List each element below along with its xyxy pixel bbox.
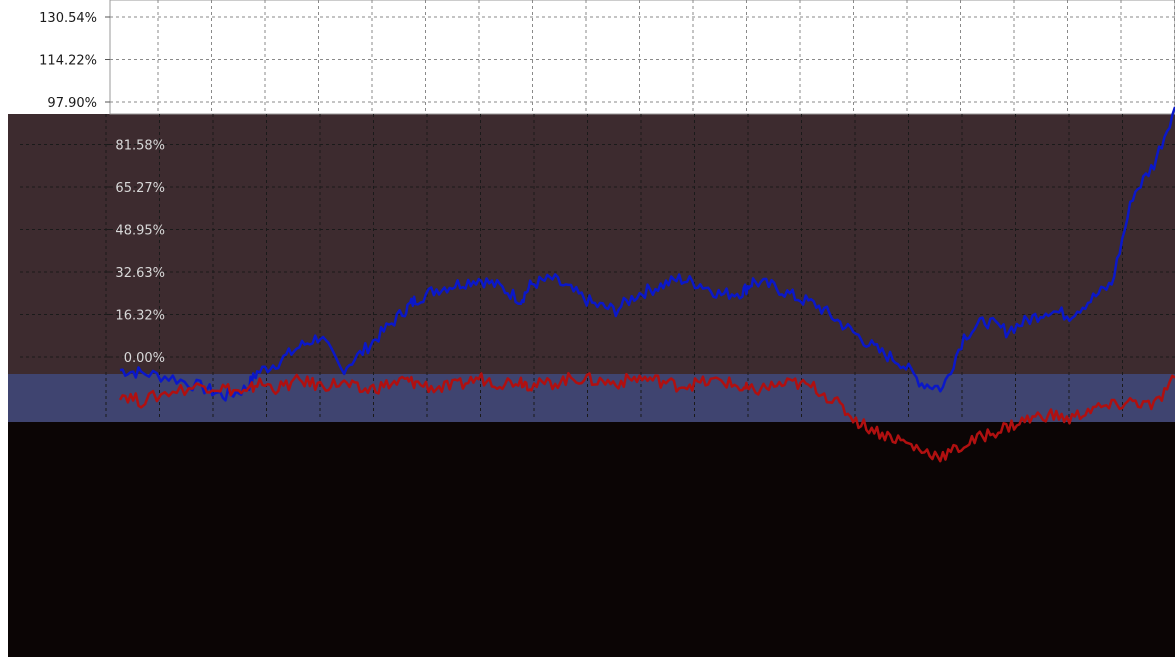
grid xyxy=(20,0,1175,420)
plot-panel-top-border xyxy=(109,0,1175,115)
y-tick-label: 16.32% xyxy=(115,308,165,323)
y-tick-label: 0.00% xyxy=(124,351,165,366)
y-tick-label: 97.90% xyxy=(47,96,97,111)
y-axis-ticks: 130.54% 114.22% 97.90% 81.58% 65.27% 48.95% 32… xyxy=(39,11,165,366)
y-tick-label: 81.58% xyxy=(115,139,165,154)
plot-panel-bottom xyxy=(8,422,1175,657)
y-tick-label: 65.27% xyxy=(115,181,165,196)
y-tick-label: 114.22% xyxy=(39,54,97,69)
plot-panel-middle xyxy=(8,114,1175,374)
plot-panel-top xyxy=(0,0,1175,114)
y-tick-label: 32.63% xyxy=(115,266,165,281)
y-tick-label: 130.54% xyxy=(39,11,97,26)
series-line xyxy=(119,106,1175,402)
series-lines xyxy=(118,106,1175,463)
series-line xyxy=(118,371,1175,463)
y-tick-label: 48.95% xyxy=(115,224,165,239)
